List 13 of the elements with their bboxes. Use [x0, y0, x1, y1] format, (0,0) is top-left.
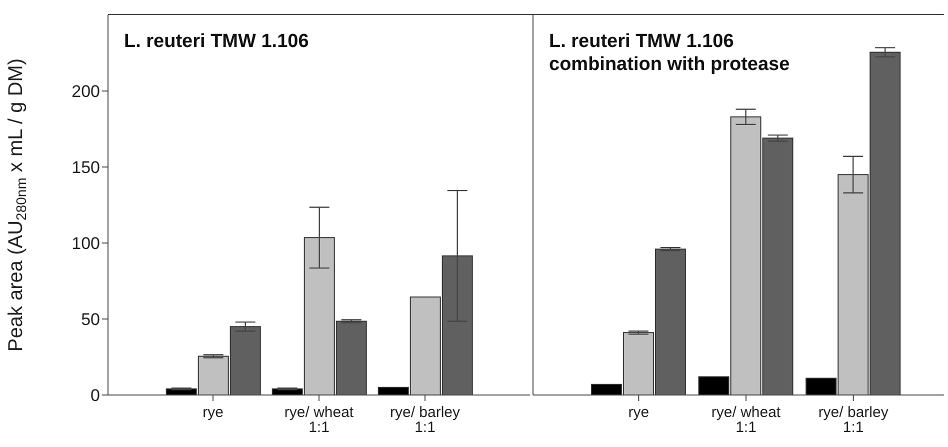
y-tick-label: 0 [90, 386, 100, 406]
y-tick-label: 200 [72, 82, 100, 102]
x-tick-label: rye/ barley 1:1 [390, 404, 461, 436]
y-tick-label: 100 [72, 234, 100, 254]
text: L. reuteri TMW 1.106 combination with protease [549, 30, 790, 76]
text: L. reuteri TMW 1.106 [124, 30, 309, 53]
x-tick-label: rye/ barley 1:1 [818, 404, 889, 436]
x-tick-label: rye/ wheat 1:1 [284, 404, 354, 436]
x-tick-label: rye/ wheat 1:1 [711, 404, 782, 436]
y-tick-label: 150 [72, 158, 100, 178]
x-tick-label: rye [628, 404, 650, 421]
x-tick-label: rye [202, 404, 224, 421]
y-tick-label: 50 [81, 310, 100, 330]
